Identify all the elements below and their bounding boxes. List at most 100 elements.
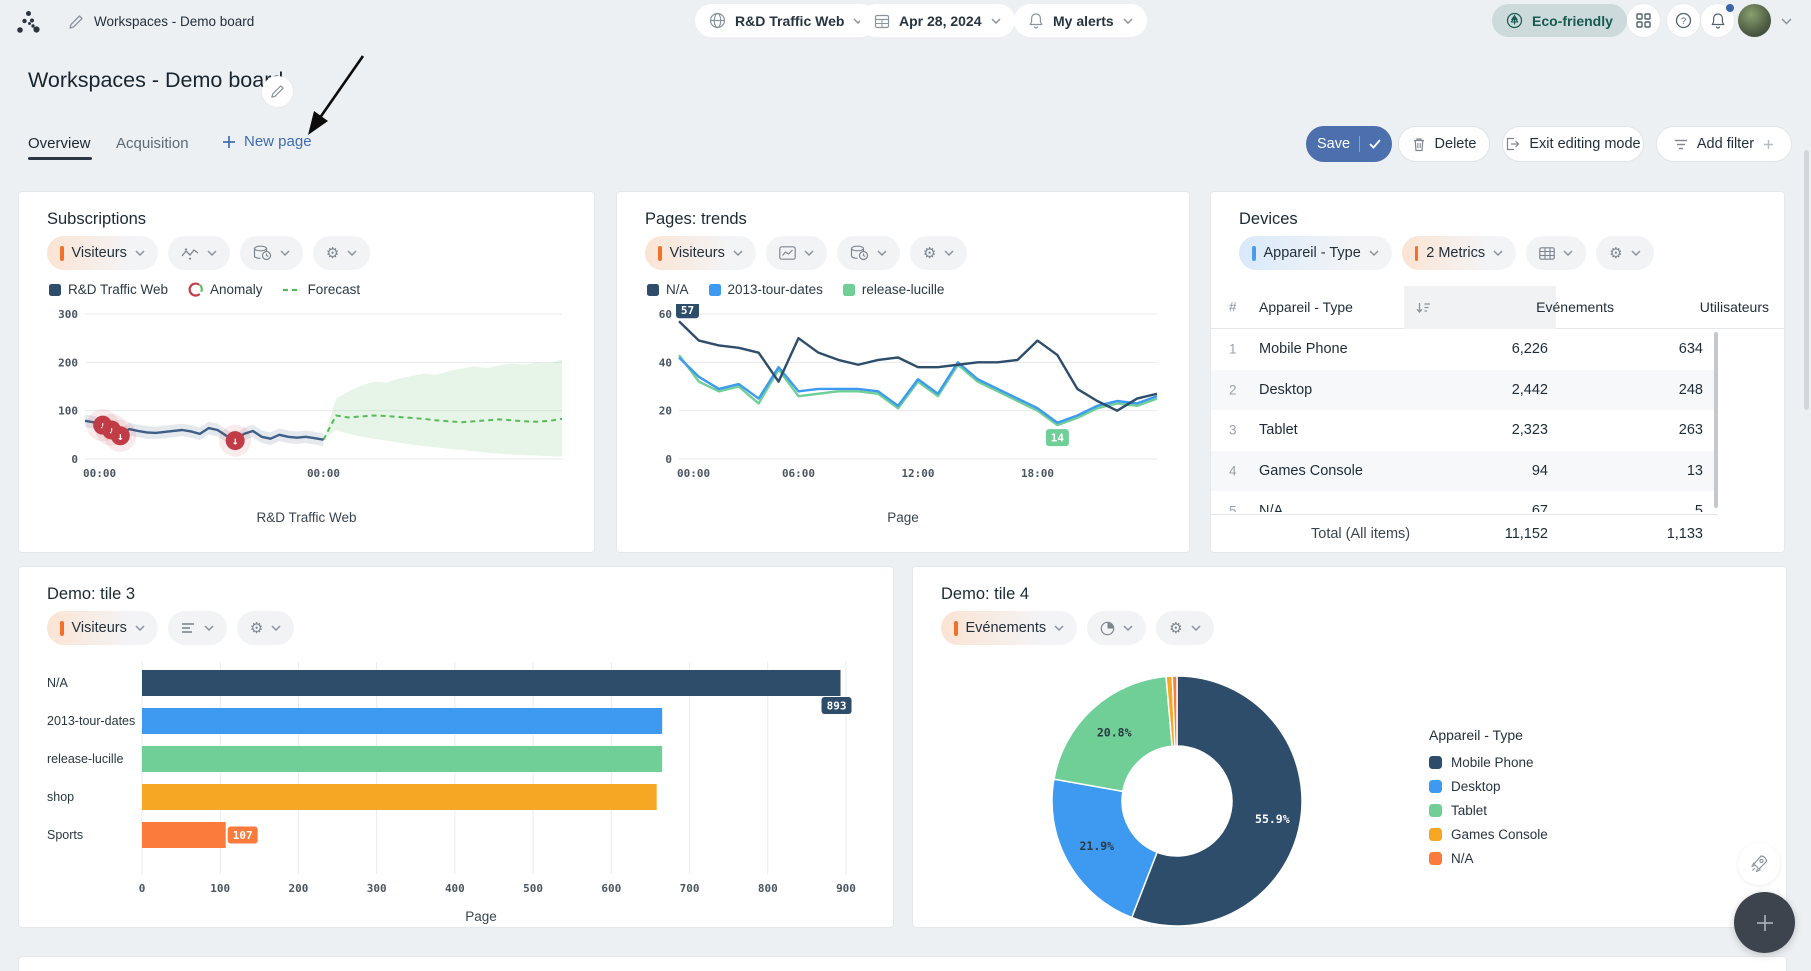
metrics-pill[interactable]: 2 Metrics [1401, 236, 1517, 270]
donut-slice-Desktop[interactable] [1051, 778, 1159, 919]
legend-item[interactable]: R&D Traffic Web [49, 282, 168, 297]
settings-pill[interactable]: ⚙ [236, 611, 295, 645]
legend-swatch [1429, 828, 1442, 841]
tab-overview-underline [28, 157, 92, 160]
window-scrollbar[interactable] [1804, 150, 1809, 410]
legend-item[interactable]: release-lucille [842, 282, 944, 297]
legend-item[interactable]: 2013-tour-dates [708, 282, 823, 297]
bar-Sports[interactable] [142, 822, 226, 848]
date-picker[interactable]: Apr 28, 2024 [860, 4, 1015, 37]
series-line-release-lucille [678, 354, 1158, 427]
page-title: Workspaces - Demo board [28, 68, 284, 92]
donut-slice-Tablet[interactable] [1053, 675, 1173, 793]
my-alerts-menu[interactable]: My alerts [1014, 4, 1147, 37]
donut-legend-item[interactable]: N/A [1429, 851, 1548, 866]
apps-grid-button[interactable] [1627, 4, 1660, 37]
bar-2013-tour-dates[interactable] [142, 708, 663, 734]
settings-pill[interactable]: ⚙ [1596, 236, 1654, 270]
save-button[interactable]: Save [1306, 126, 1392, 162]
metric-pill-evenements[interactable]: Evénements [941, 611, 1078, 645]
table-row[interactable]: 2 Desktop 2,442 248 [1211, 369, 1718, 410]
anomaly-legend-icon [188, 282, 203, 297]
user-menu-chevron-icon[interactable] [1781, 18, 1792, 25]
anomaly-marker[interactable] [110, 426, 130, 446]
annotation-arrow [308, 55, 365, 135]
donut-slice-N/A[interactable] [1171, 675, 1178, 747]
metric-color-bar [60, 245, 64, 261]
ai-assistant-rocket-button[interactable] [1738, 843, 1780, 885]
col-header-dimension[interactable]: Appareil - Type [1259, 299, 1353, 315]
chevron-down-icon [1191, 625, 1201, 631]
legend-item[interactable]: Anomaly [188, 282, 263, 297]
donut-legend-item[interactable]: Games Console [1429, 827, 1548, 842]
anomaly-marker[interactable] [225, 431, 245, 451]
eco-friendly-button[interactable]: Eco-friendly [1492, 4, 1627, 37]
svg-text:200: 200 [289, 882, 309, 895]
site-picker[interactable]: R&D Traffic Web [695, 4, 878, 37]
legend-item[interactable]: Forecast [282, 282, 360, 297]
table-scrollbar[interactable] [1714, 332, 1718, 508]
dimension-color-bar [1252, 245, 1256, 261]
delete-button[interactable]: Delete [1398, 126, 1490, 162]
avatar[interactable] [1738, 4, 1771, 37]
legend-swatch [1429, 804, 1442, 817]
dimension-pill[interactable]: Appareil - Type [1239, 236, 1392, 270]
chart-type-pill[interactable] [167, 611, 227, 645]
chart-type-pill[interactable] [765, 236, 827, 270]
svg-text:100: 100 [210, 882, 230, 895]
site-picker-label: R&D Traffic Web [735, 12, 845, 29]
tab-acquisition[interactable]: Acquisition [116, 135, 189, 152]
table-row[interactable]: 3 Tablet 2,323 263 [1211, 410, 1718, 451]
donut-slice-Mobile Phone[interactable] [1130, 675, 1303, 927]
col-header-rank[interactable]: # [1229, 299, 1237, 315]
donut-legend-title: Appareil - Type [1429, 727, 1523, 743]
data-source-pill[interactable] [836, 236, 900, 270]
new-page-button[interactable]: New page [222, 133, 312, 150]
settings-pill[interactable]: ⚙ [1156, 611, 1214, 645]
bar-shop[interactable] [142, 784, 657, 810]
trend-options-pill[interactable] [167, 236, 230, 270]
svg-text:00:00: 00:00 [677, 467, 710, 480]
svg-text:20.8%: 20.8% [1097, 725, 1132, 739]
donut-legend-item[interactable]: Tablet [1429, 803, 1548, 818]
donut-legend-item[interactable]: Desktop [1429, 779, 1548, 794]
col-header-events[interactable]: Evénements [1536, 299, 1614, 315]
bar-release-lucille[interactable] [142, 746, 663, 772]
table-row[interactable]: 1 Mobile Phone 6,226 634 [1211, 329, 1718, 370]
exit-editing-button[interactable]: Exit editing mode [1502, 126, 1644, 162]
help-button[interactable]: ? [1667, 4, 1700, 37]
legend-swatch [1429, 756, 1442, 769]
settings-pill[interactable]: ⚙ [312, 236, 371, 270]
edit-title-button[interactable] [262, 76, 293, 107]
chart-type-pill[interactable] [1087, 611, 1147, 645]
metric-pill-visiteurs[interactable]: Visiteurs [645, 236, 756, 270]
bar-N/A[interactable] [142, 670, 841, 696]
chart-x-axis-title: Page [465, 909, 497, 924]
add-filter-button[interactable]: Add filter [1656, 126, 1792, 162]
sort-desc-icon[interactable] [1416, 302, 1431, 314]
settings-pill[interactable]: ⚙ [909, 236, 968, 270]
tile-devices: Devices Appareil - Type 2 Metrics ⚙ [1210, 191, 1785, 553]
metric-pill-visiteurs[interactable]: Visiteurs [47, 611, 158, 645]
row-users-value: 263 [1678, 422, 1703, 439]
app-logo-icon[interactable] [16, 9, 42, 35]
table-row[interactable]: 4 Games Console 94 13 [1211, 450, 1718, 491]
donut-legend-item[interactable]: Mobile Phone [1429, 755, 1548, 770]
metric-color-bar [60, 620, 64, 636]
table-row[interactable]: 5 N/A 67 5 [1211, 491, 1718, 512]
date-picker-label: Apr 28, 2024 [899, 12, 982, 29]
edit-board-pencil-icon[interactable] [68, 14, 84, 30]
legend-label: Anomaly [210, 282, 263, 297]
metric-color-bar [658, 245, 662, 261]
add-tile-fab[interactable] [1734, 892, 1795, 953]
col-header-users[interactable]: Utilisateurs [1699, 299, 1769, 315]
gear-icon: ⚙ [1609, 244, 1623, 262]
chart-type-pill[interactable] [1526, 236, 1587, 270]
metrics-pill-label: 2 Metrics [1426, 245, 1486, 261]
trend-anomaly-icon [181, 247, 199, 260]
tab-overview[interactable]: Overview [28, 135, 91, 152]
metric-pill-visiteurs[interactable]: Visiteurs [47, 236, 158, 270]
data-source-pill[interactable] [239, 236, 303, 270]
save-divider [1359, 136, 1361, 152]
legend-item[interactable]: N/A [647, 282, 689, 297]
